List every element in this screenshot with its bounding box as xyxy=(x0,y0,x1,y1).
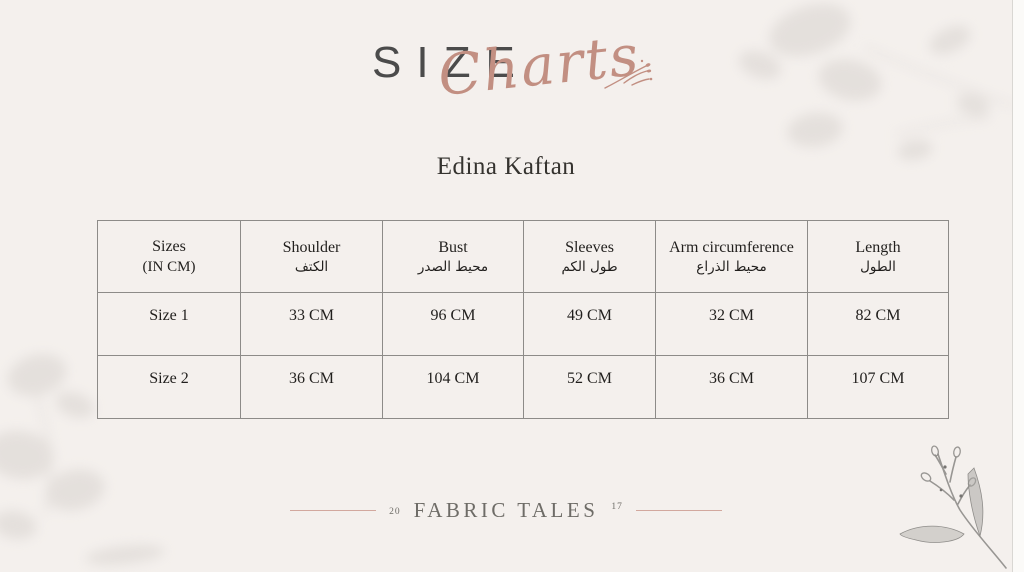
table-cell: 104 CM xyxy=(382,355,524,419)
table-cell: 52 CM xyxy=(523,355,656,419)
column-header-shoulder: Shoulder الكتف xyxy=(240,220,383,293)
table-cell: 32 CM xyxy=(655,292,808,356)
table-row-size-2: Size 2 36 CM 104 CM 52 CM 36 CM 107 CM xyxy=(97,355,949,419)
column-header-sleeves: Sleeves طول الكم xyxy=(523,220,656,293)
table-cell: 36 CM xyxy=(240,355,383,419)
row-label: Size 1 xyxy=(97,292,241,356)
column-header-bust: Bust محيط الصدر xyxy=(382,220,524,293)
table-cell: 36 CM xyxy=(655,355,808,419)
table-cell: 82 CM xyxy=(807,292,949,356)
footer-line-left xyxy=(290,510,377,511)
table-row-size-1: Size 1 33 CM 96 CM 49 CM 32 CM 82 CM xyxy=(97,292,949,356)
footer-line-right xyxy=(635,510,722,511)
brand-year-prefix: 20 xyxy=(389,506,401,517)
page-title-size: SIZE xyxy=(372,38,530,87)
size-chart-table: Sizes (IN CM) Shoulder الكتف Bust محيط ا… xyxy=(97,220,949,419)
column-header-arm-circumference: Arm circumference محيط الذراع xyxy=(655,220,808,293)
column-header-length: Length الطول xyxy=(807,220,949,293)
brand-footer: 20 FABRIC TALES 17 xyxy=(0,498,1012,523)
right-edge-strip xyxy=(1012,0,1024,572)
table-cell: 107 CM xyxy=(807,355,949,419)
sprig-flourish-icon xyxy=(604,59,653,89)
table-cell: 33 CM xyxy=(240,292,383,356)
brand-name: FABRIC TALES xyxy=(413,498,599,522)
product-name: Edina Kaftan xyxy=(436,153,576,180)
table-cell: 96 CM xyxy=(382,292,524,356)
row-label: Size 2 xyxy=(97,355,241,419)
column-header-sizes: Sizes (IN CM) xyxy=(97,220,241,293)
brand-year-suffix: 17 xyxy=(611,501,623,512)
table-cell: 49 CM xyxy=(523,292,656,356)
header-row: Sizes (IN CM) Shoulder الكتف Bust محيط ا… xyxy=(97,220,949,293)
